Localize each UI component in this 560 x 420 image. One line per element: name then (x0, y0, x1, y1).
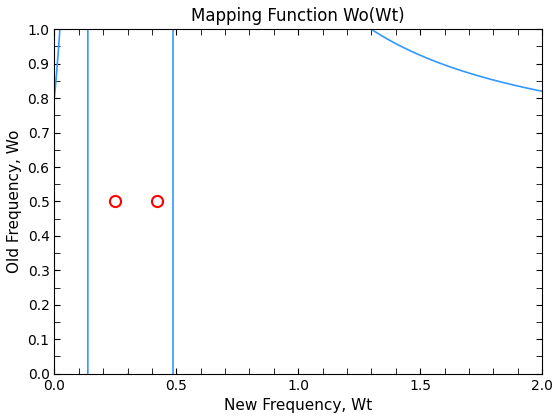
X-axis label: New Frequency, Wt: New Frequency, Wt (224, 398, 372, 413)
Title: Mapping Function Wo(Wt): Mapping Function Wo(Wt) (192, 7, 405, 25)
Y-axis label: Old Frequency, Wo: Old Frequency, Wo (7, 130, 22, 273)
